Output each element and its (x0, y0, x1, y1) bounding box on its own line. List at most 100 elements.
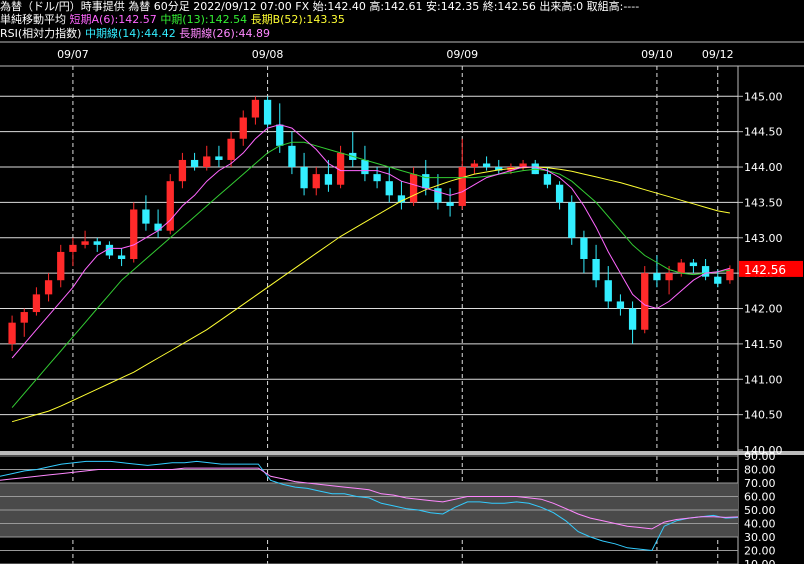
candle (385, 167, 393, 203)
candle-body (361, 159, 369, 175)
candle (361, 145, 369, 182)
price-tick-label: 143.50 (744, 196, 783, 209)
candle-body (215, 156, 223, 160)
candle-body (446, 202, 454, 206)
candle-body (434, 188, 442, 203)
price-tick-label: 142.00 (744, 303, 783, 316)
chart-header: 為替（ドル/円）時事提供 為替 60分足 2022/09/12 07:00 FX… (0, 0, 640, 13)
rsi-tick-label: 50.00 (744, 504, 776, 517)
candle-body (105, 244, 114, 256)
candle (665, 266, 673, 295)
candle-body (714, 276, 722, 284)
candle (397, 181, 406, 210)
candle-body (44, 280, 53, 295)
candle (57, 244, 65, 288)
candle (701, 259, 710, 281)
date-label-09-07: 09/07 (57, 48, 89, 61)
candle (714, 269, 722, 288)
rsi-title: RSI(相対力指数) (0, 27, 82, 40)
candle-body (373, 174, 381, 182)
ma-short-legend: 短期A(6):142.57 (69, 13, 157, 26)
candle-body (677, 262, 685, 274)
candles (8, 96, 734, 351)
candle (130, 202, 138, 263)
rsi-tick-label: 70.00 (744, 477, 776, 490)
candle (458, 138, 466, 210)
candle-body (203, 156, 211, 168)
candle-body (628, 308, 637, 330)
ma-title: 単純移動平均 (0, 13, 66, 26)
candle-body (312, 174, 320, 189)
current-price-badge: 142.56 (739, 260, 803, 277)
candle (628, 301, 637, 344)
rsi-tick-label: 60.00 (744, 491, 776, 504)
candle-body (555, 184, 564, 203)
candle (568, 195, 576, 245)
candle-body (190, 159, 199, 168)
candle (677, 259, 685, 277)
candle-body (81, 241, 89, 245)
rsi-legend: RSI(相対力指数) 中期線(14):44.42 長期線(26):44.89 (0, 27, 270, 41)
ma-long-line (11, 166, 730, 423)
price-tick-label: 141.00 (744, 373, 783, 386)
price-tick-label: 145.00 (744, 90, 783, 103)
candle (203, 145, 211, 171)
rsi-tick-label: 80.00 (744, 464, 776, 477)
candle-body (580, 237, 588, 259)
ma-mid-line (11, 141, 730, 408)
candle-body (689, 262, 698, 267)
candle-body (409, 174, 418, 203)
date-label-09-09: 09/09 (446, 48, 478, 61)
rsi-lines (0, 460, 739, 552)
candle-body (263, 99, 272, 125)
rsi-tick-label: 20.00 (744, 545, 776, 558)
candle-body (130, 209, 138, 259)
candle (519, 159, 527, 171)
date-label-09-12: 09/12 (702, 48, 734, 61)
candle-body (57, 251, 65, 281)
ma-legend: 単純移動平均 短期A(6):142.57 中期(13):142.54 長期B(5… (0, 13, 345, 27)
candle (215, 145, 223, 168)
rsi-mid-legend: 中期線(14):44.42 (84, 27, 176, 40)
candle-body (616, 301, 625, 309)
candle-body (8, 322, 16, 344)
candle (288, 131, 296, 175)
rsi-tick-label: 90.00 (744, 450, 776, 463)
candle (44, 273, 53, 302)
candle (69, 237, 77, 267)
candle-body (568, 202, 576, 238)
date-label-09-10: 09/10 (641, 48, 673, 61)
candle (276, 103, 284, 153)
candle (93, 237, 101, 252)
candle (604, 266, 612, 309)
price-badge-bg (739, 260, 803, 277)
candle (178, 152, 187, 189)
rsi-grid (0, 455, 738, 564)
candle-body (482, 163, 491, 168)
candle-body (592, 259, 600, 281)
candle (81, 230, 89, 249)
candle (592, 244, 600, 288)
candle (312, 167, 320, 196)
candle-body (300, 167, 308, 189)
candle-body (239, 117, 247, 139)
candle-body (227, 138, 235, 160)
candle (653, 255, 661, 288)
rsi-long-line (0, 467, 739, 530)
candle (190, 152, 199, 171)
candle (555, 181, 564, 210)
candle (470, 159, 479, 175)
candle-body (154, 223, 162, 231)
candle (726, 265, 734, 284)
candle-body (495, 167, 503, 171)
price-badge-label: 142.56 (744, 263, 786, 277)
candle-body (32, 294, 41, 313)
price-tick-label: 143.00 (744, 232, 783, 245)
candle-body (336, 152, 345, 185)
candle (117, 248, 126, 267)
price-tick-label: 141.50 (744, 338, 783, 351)
candle-body (93, 241, 101, 245)
candle (166, 174, 174, 235)
candle-body (458, 167, 466, 206)
